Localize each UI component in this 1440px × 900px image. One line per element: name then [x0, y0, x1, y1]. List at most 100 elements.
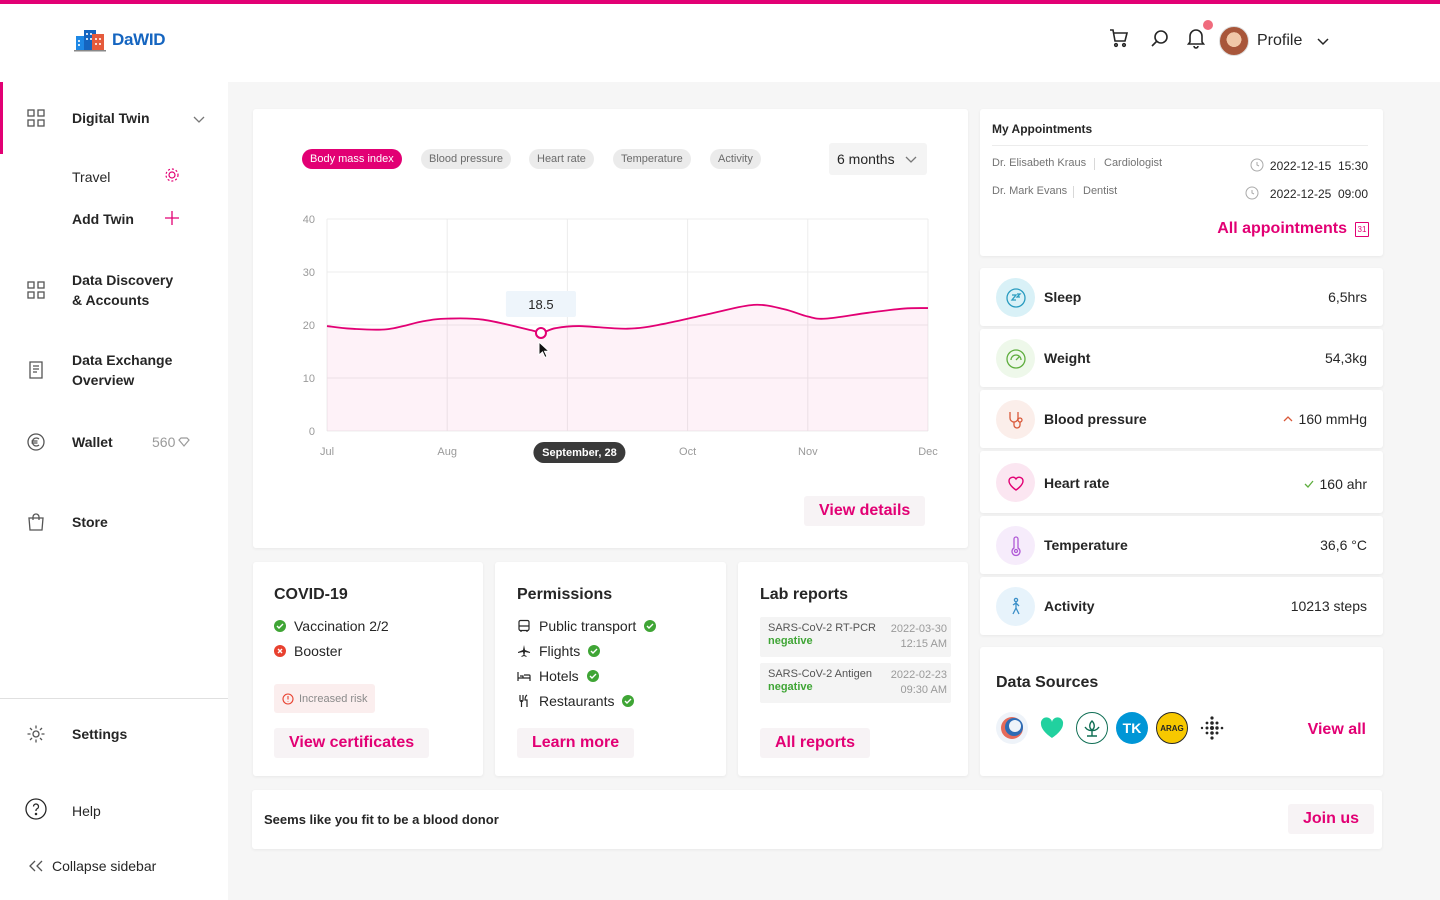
tab-body-mass-index[interactable]: Body mass index — [302, 149, 402, 169]
cart-icon[interactable] — [1108, 27, 1130, 49]
join-us-button[interactable]: Join us — [1288, 804, 1375, 834]
lab-report-row[interactable]: SARS-CoV-2 RT-PCR negative 2022-03-30 12… — [760, 617, 951, 657]
bmi-chart[interactable]: 0 10 20 30 40 18.5 Jul Aug Oct Nov Dec September, 2… — [253, 199, 968, 489]
calendar-day: 31 — [1357, 224, 1367, 234]
sidebar-item-settings[interactable]: Settings — [26, 724, 127, 744]
view-all-link[interactable]: View all — [1307, 721, 1366, 738]
double-chevron-left-icon — [29, 860, 43, 872]
selected-x-label: September, 28 — [542, 447, 617, 459]
sidebar-sub-travel[interactable]: Travel — [72, 169, 111, 185]
y-tick-label: 0 — [309, 426, 315, 438]
active-indicator — [0, 82, 3, 154]
check-circle-icon — [586, 670, 599, 682]
range-select[interactable]: 6 months — [829, 143, 927, 175]
arag-logo-text: ARAG — [1160, 723, 1184, 733]
x-tick-label: Jul — [320, 446, 334, 458]
tab-activity[interactable]: Activity — [710, 149, 761, 169]
vital-blood-pressure[interactable]: Blood pressure 160 mmHg — [980, 390, 1383, 448]
tab-heart-rate[interactable]: Heart rate — [529, 149, 594, 169]
booster-label: Booster — [294, 643, 343, 659]
tk-logo-icon[interactable]: TK — [1116, 712, 1148, 744]
permission-label: Flights — [539, 643, 581, 659]
vital-weight[interactable]: Weight 54,3kg — [980, 329, 1383, 387]
sidebar-item-data-discovery[interactable]: Data Discovery & Accounts — [26, 272, 173, 308]
fork-knife-icon — [519, 694, 528, 707]
lab-report-result: negative — [768, 681, 813, 693]
vital-sleep[interactable]: Sleep 6,5hrs — [980, 268, 1383, 326]
vital-activity[interactable]: Activity 10213 steps — [980, 577, 1383, 635]
gear-pink-icon[interactable] — [163, 166, 181, 189]
grid-icon — [26, 108, 46, 128]
dawid-logo[interactable]: DaWID — [74, 28, 166, 52]
sidebar-sub-add-twin[interactable]: Add Twin — [72, 211, 134, 227]
appointment-doctor: Dr. Elisabeth Kraus — [992, 157, 1087, 169]
sidebar-item-store[interactable]: Store — [26, 512, 108, 532]
collapse-sidebar-button[interactable]: Collapse sidebar — [28, 858, 156, 874]
x-tick-label: Aug — [437, 446, 457, 458]
vital-label: Sleep — [1044, 289, 1082, 305]
check-circle-icon — [588, 645, 601, 657]
check-circle-icon — [644, 620, 657, 632]
chevron-down-icon — [1317, 38, 1329, 46]
grid-icon — [26, 280, 46, 300]
source-logo-icon[interactable] — [996, 712, 1028, 744]
vital-value-text: 36,6 °C — [1320, 537, 1367, 553]
trend-up-icon — [1283, 416, 1292, 422]
lab-reports-card: Lab reports SARS-CoV-2 RT-PCR negative 2… — [738, 562, 968, 776]
sidebar-item-help[interactable]: Help — [24, 797, 101, 821]
leaf-logo-icon[interactable] — [1076, 712, 1108, 744]
sidebar-label-digital-twin: Digital Twin — [72, 110, 150, 126]
tooltip-box — [505, 290, 576, 317]
y-tick-label: 30 — [303, 267, 315, 279]
sidebar-label-wallet: Wallet — [72, 434, 113, 450]
view-details-button[interactable]: View details — [804, 496, 926, 526]
tab-blood-pressure[interactable]: Blood pressure — [421, 149, 511, 169]
sidebar-label-data-discovery: Data Discovery — [72, 272, 174, 288]
profile-menu[interactable]: Profile — [1219, 26, 1330, 56]
header: DaWID Profile — [0, 4, 1440, 82]
stethoscope-icon — [996, 400, 1035, 439]
lab-report-name: SARS-CoV-2 RT-PCR — [768, 622, 876, 634]
permissions-title: Permissions — [517, 586, 613, 603]
covid-title: COVID-19 — [274, 586, 348, 603]
search-icon[interactable] — [1149, 28, 1171, 50]
chevron-down-icon — [905, 156, 917, 163]
all-reports-button[interactable]: All reports — [760, 728, 871, 758]
vital-temperature[interactable]: Temperature 36,6 °C — [980, 516, 1383, 574]
appointments-title: My Appointments — [992, 122, 1093, 136]
appointment-row[interactable]: Dr. Elisabeth Kraus Cardiologist 2022-12… — [992, 153, 1368, 179]
y-tick-label: 20 — [303, 320, 315, 332]
sidebar: Digital Twin Travel Add Twin Data Discov… — [0, 82, 228, 900]
sidebar-item-data-exchange[interactable]: Data Exchange Overview — [26, 352, 172, 388]
help-icon — [24, 797, 48, 821]
heart-logo-icon[interactable] — [1036, 712, 1068, 744]
vital-value: 54,3kg — [1325, 350, 1367, 366]
chevron-down-icon[interactable] — [192, 112, 206, 126]
plus-icon[interactable] — [163, 209, 181, 232]
vital-heart-rate[interactable]: Heart rate 160 ahr — [980, 451, 1383, 513]
arag-logo-icon[interactable]: ARAG — [1156, 712, 1188, 744]
appointment-datetime: 2022-12-25 09:00 — [1269, 187, 1368, 201]
shopping-bag-icon — [26, 512, 46, 532]
tab-temperature[interactable]: Temperature — [613, 149, 691, 169]
check-circle-icon — [274, 620, 286, 632]
highlight-point — [534, 326, 547, 339]
view-certificates-button[interactable]: View certificates — [274, 728, 430, 758]
lab-report-date: 2022-02-23 09:30 AM — [891, 668, 947, 698]
sidebar-item-digital-twin[interactable]: Digital Twin — [26, 108, 205, 128]
lab-report-time-text: 12:15 AM — [900, 638, 947, 650]
document-icon — [26, 360, 46, 380]
fitbit-logo-icon[interactable] — [1196, 712, 1228, 744]
health-chart-card: Body mass index Blood pressure Heart rat… — [253, 109, 968, 548]
check-circle-icon — [622, 695, 635, 707]
walking-icon — [996, 587, 1035, 626]
appointment-datetime: 2022-12-15 15:30 — [1269, 159, 1368, 173]
vital-value: 10213 steps — [1291, 598, 1367, 614]
bell-icon[interactable] — [1185, 20, 1213, 49]
lab-report-row[interactable]: SARS-CoV-2 Antigen negative 2022-02-23 0… — [760, 663, 951, 703]
learn-more-button[interactable]: Learn more — [517, 728, 635, 758]
all-appointments-link[interactable]: All appointments 31 — [1217, 220, 1369, 238]
appointment-row[interactable]: Dr. Mark Evans Dentist 2022-12-25 09:00 — [992, 181, 1368, 207]
vital-value-text: 54,3kg — [1324, 350, 1367, 366]
sidebar-item-wallet[interactable]: Wallet 560 — [26, 432, 190, 452]
